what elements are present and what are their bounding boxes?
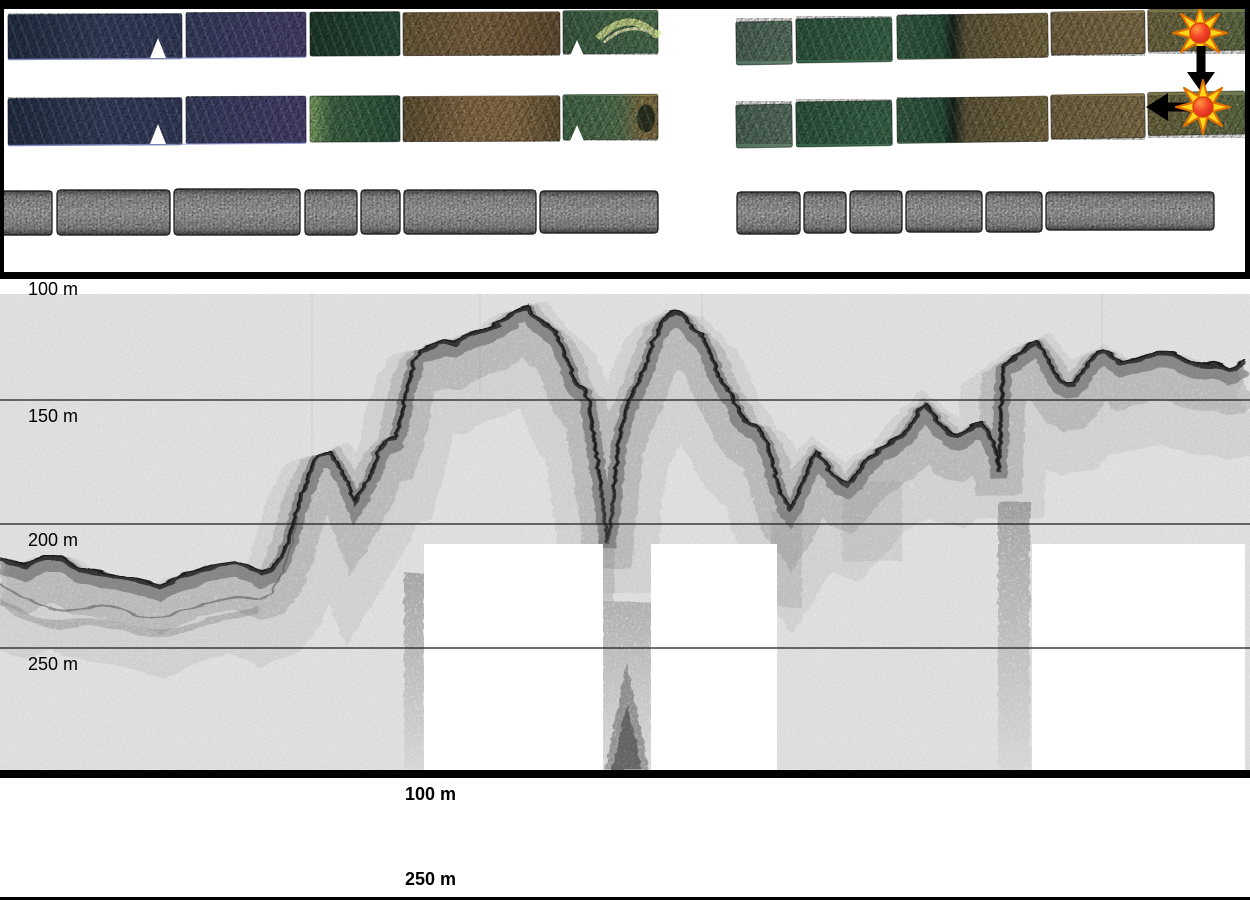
- arrow-down-icon: [1187, 46, 1215, 92]
- swath-row-1: [7, 7, 1246, 66]
- colorbar-bottom-label: 250 m: [405, 869, 457, 889]
- separator-top: [0, 272, 1250, 279]
- sunburst-down-marker: [1172, 5, 1228, 92]
- depth-label-200m: 200 m: [28, 530, 78, 550]
- colorbar-top-label: 100 m: [405, 784, 457, 804]
- swath-row-2: [7, 90, 1246, 149]
- subbottom-reflectors: [0, 516, 299, 637]
- sidescan-row: [1, 188, 1215, 236]
- border-top: [0, 0, 1250, 9]
- depth-label-150m: 150 m: [28, 406, 78, 426]
- depth-label-100m: 100 m: [28, 279, 78, 299]
- echo-tails: [404, 482, 1030, 770]
- border-bottom: [0, 897, 1250, 900]
- border-left: [0, 0, 4, 280]
- legend-bar: Ocean Mapping Group University of New Br…: [0, 778, 1250, 897]
- seafloor-echo: [0, 305, 1245, 770]
- depth-label-250m: 250 m: [28, 654, 78, 674]
- depth-gridlines: [0, 399, 1250, 649]
- no-data-windows: [424, 544, 1245, 770]
- separator-bottom: [0, 770, 1250, 778]
- profiler-canvas: 100 m 150 m 200 m 250 m: [0, 279, 1250, 770]
- swath-strips-canvas: [1, 5, 1246, 236]
- sunburst-left-marker: [1146, 79, 1231, 135]
